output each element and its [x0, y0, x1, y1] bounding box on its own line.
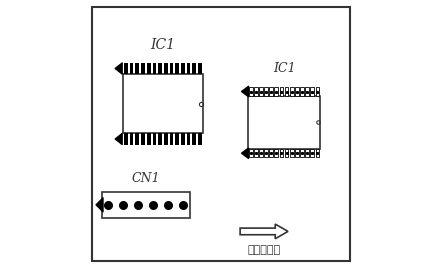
Bar [130, 63, 133, 74]
Bar [192, 63, 196, 74]
Bar [170, 63, 173, 74]
Bar [249, 87, 253, 96]
Bar [147, 133, 151, 145]
Polygon shape [240, 224, 288, 239]
Bar [275, 149, 278, 157]
Bar [187, 63, 190, 74]
Bar [315, 149, 319, 157]
Bar [175, 133, 179, 145]
Text: 过波峰方向: 过波峰方向 [248, 245, 280, 255]
Bar [269, 149, 273, 157]
Bar [311, 149, 314, 157]
Bar [254, 149, 258, 157]
Bar [295, 87, 299, 96]
Bar [124, 63, 128, 74]
Bar [152, 63, 156, 74]
Bar [187, 133, 190, 145]
Bar [285, 87, 288, 96]
Bar [264, 87, 268, 96]
Bar [259, 149, 263, 157]
Text: CN1: CN1 [132, 172, 160, 185]
Bar [198, 133, 202, 145]
Bar [315, 87, 319, 96]
Bar [102, 192, 190, 218]
Bar [300, 149, 304, 157]
Bar [136, 63, 139, 74]
Bar [305, 87, 309, 96]
Bar [152, 133, 156, 145]
Bar [164, 63, 168, 74]
Bar [305, 149, 309, 157]
Bar [124, 133, 128, 145]
Bar [181, 63, 185, 74]
Bar [136, 133, 139, 145]
Bar [141, 133, 145, 145]
Bar [275, 87, 278, 96]
Bar [280, 149, 283, 157]
Bar [181, 133, 185, 145]
Bar [248, 96, 320, 149]
Bar [123, 74, 203, 133]
Bar [170, 133, 173, 145]
Bar [269, 87, 273, 96]
Bar [164, 133, 168, 145]
Bar [280, 87, 283, 96]
Bar [295, 149, 299, 157]
Bar [130, 133, 133, 145]
Bar [147, 63, 151, 74]
Bar [141, 63, 145, 74]
Bar [285, 149, 288, 157]
Bar [290, 87, 294, 96]
Bar [198, 63, 202, 74]
Bar [158, 133, 162, 145]
Bar [249, 149, 253, 157]
Bar [175, 63, 179, 74]
Bar [254, 87, 258, 96]
Bar [290, 149, 294, 157]
Bar [300, 87, 304, 96]
Bar [158, 63, 162, 74]
Bar [259, 87, 263, 96]
Text: IC1: IC1 [273, 62, 295, 75]
Bar [192, 133, 196, 145]
Bar [311, 87, 314, 96]
Bar [264, 149, 268, 157]
Text: IC1: IC1 [151, 38, 175, 52]
